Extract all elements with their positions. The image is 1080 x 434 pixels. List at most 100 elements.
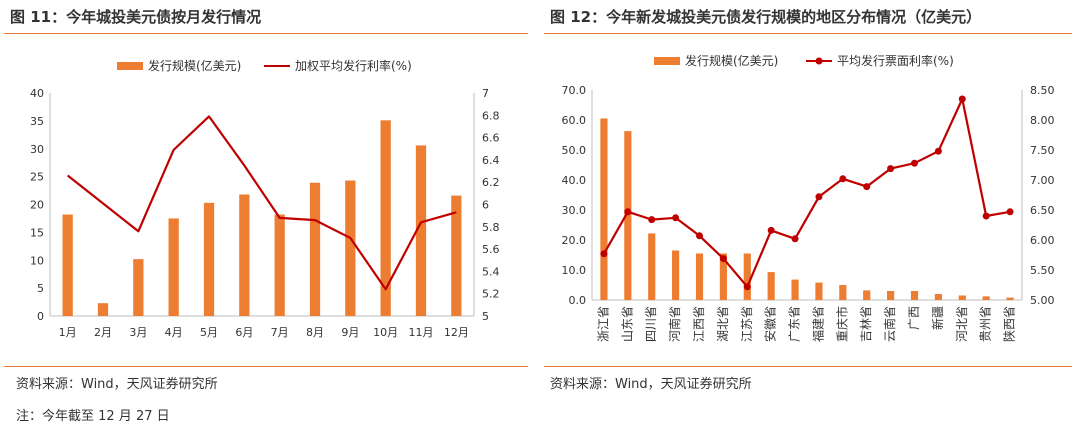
x-tick-label: 5月 [200,326,218,339]
x-tick-label: 1月 [59,326,77,339]
bar [743,253,751,300]
rate-point [958,95,966,103]
x-tick-label: 浙江省 [596,306,610,342]
rate-point [767,226,775,234]
y-left-tick-label: 10 [30,254,44,267]
bar [672,250,680,300]
bar [624,131,632,300]
bar [345,180,356,316]
x-tick-label: 3月 [129,326,147,339]
y-right-tick-label: 7.00 [1030,174,1055,187]
x-tick-label: 山东省 [620,306,634,342]
bar [415,145,427,316]
bar [62,214,73,316]
x-tick-label: 贵州省 [979,306,993,342]
y-left-tick-label: 40.0 [562,174,587,187]
rate-point [1006,208,1014,216]
x-tick-label: 云南省 [882,306,897,342]
y-right-tick-label: 6 [482,199,489,212]
y-right-tick-label: 6.6 [482,132,500,145]
legend-bar-label: 发行规模(亿美元) [148,58,241,73]
y-right-tick-label: 6.2 [482,176,500,189]
y-right-tick-label: 5 [482,310,489,323]
rate-point [719,255,727,263]
regional-issuance-chart: 发行规模(亿美元) 平均发行票面利率(%) 0.0 10.0 20.0 30.0 40.0 5… [562,53,1055,342]
y-left-tick-label: 20 [30,199,44,212]
rate-point [791,235,799,243]
y-right-tick-label: 6.50 [1030,204,1055,217]
bar [815,282,823,300]
source-rule [4,366,528,367]
x-tick-label: 湖北省 [715,306,730,342]
y-left-tick-label: 10.0 [562,264,587,277]
bar [791,279,799,300]
x-tick-label: 吉林省 [859,306,873,342]
rate-point [743,283,751,291]
legend-bar-swatch [654,57,680,65]
y-right-tick-label: 5.4 [482,265,500,278]
bar [97,303,109,316]
bar [600,118,608,300]
bar [451,195,462,316]
x-tick-label: 2月 [94,326,112,339]
bar [168,218,179,316]
bar [133,259,144,316]
chart-title: 图 12：今年新发城投美元债发行规模的地区分布情况（亿美元） [550,8,982,26]
legend-line-label: 平均发行票面利率(%) [837,53,954,68]
y-right-tick-label: 8.50 [1030,84,1055,97]
rate-point [672,214,680,222]
x-tick-label: 广东省 [788,306,802,342]
y-right-tick-label: 5.6 [482,243,500,256]
bar [274,214,285,316]
y-right-tick-label: 7 [482,87,489,100]
rate-point [815,193,823,201]
x-tick-label: 重庆市 [834,306,849,342]
bar [767,272,775,300]
x-tick-label: 陕西省 [1002,306,1017,342]
rate-point [863,183,871,191]
y-left-tick-label: 40 [30,87,44,100]
y-left-tick-label: 25 [30,171,44,184]
x-tick-label: 8月 [306,326,324,339]
bar [380,120,391,316]
legend-bar-swatch [117,62,143,70]
bar [934,294,942,300]
x-tick-label: 4月 [165,326,183,339]
x-tick-label: 四川省 [644,306,658,342]
bar [203,202,215,316]
footnote: 注：今年截至 12 月 27 日 [16,409,170,424]
y-right-tick-label: 6.00 [1030,234,1055,247]
rate-point [600,250,608,258]
rate-point [934,147,942,155]
x-tick-label: 安徽省 [763,306,778,342]
legend-bar-label: 发行规模(亿美元) [685,53,778,68]
legend-line-label: 加权平均发行利率(%) [295,58,412,73]
y-left-tick-label: 30.0 [562,204,587,217]
source-note: 资料来源：Wind，天风证券研究所 [550,377,752,392]
rate-point [982,212,990,220]
y-left-tick-label: 15 [30,226,44,239]
rate-point [696,232,703,240]
y-left-tick-label: 20.0 [562,234,587,247]
y-left-tick-label: 50.0 [562,144,587,157]
chart-title: 图 11：今年城投美元债按月发行情况 [10,8,262,26]
bar [887,291,895,300]
y-left-tick-label: 35 [30,115,44,128]
x-tick-label: 广西 [907,306,921,330]
x-tick-label: 河北省 [955,306,969,342]
bar [1006,297,1014,300]
y-right-tick-label: 7.50 [1030,144,1055,157]
y-right-tick-label: 6.4 [482,154,500,167]
x-tick-label: 河南省 [667,306,682,342]
y-right-tick-label: 6.8 [482,109,500,122]
y-left-tick-label: 30 [30,143,44,156]
bar [958,295,966,300]
bar [648,233,656,300]
x-tick-label: 江苏省 [740,306,754,342]
y-right-tick-label: 5.8 [482,221,500,234]
bar [309,182,321,316]
x-tick-label: 12月 [444,326,469,339]
rate-point [911,159,918,167]
x-tick-label: 11月 [409,326,434,339]
bar [719,253,727,300]
